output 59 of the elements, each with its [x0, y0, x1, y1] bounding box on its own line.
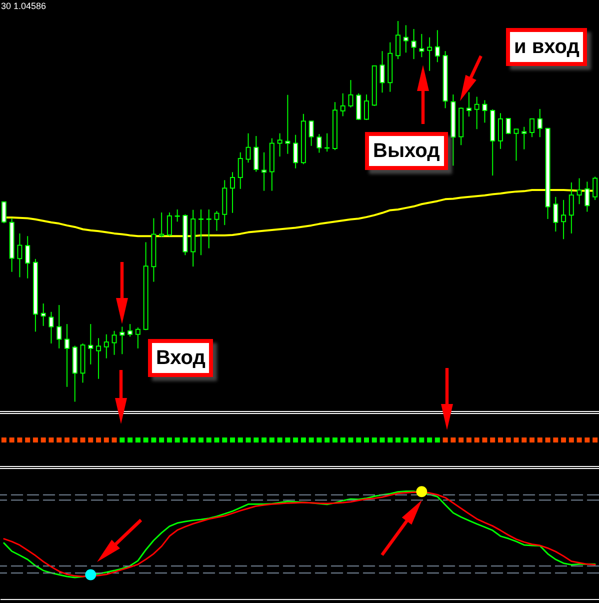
- candlestick: [1, 201, 6, 224]
- candlestick: [285, 94, 290, 154]
- candlestick: [340, 92, 346, 117]
- candlestick: [262, 152, 267, 192]
- candlestick: [434, 30, 440, 63]
- candlestick: [214, 210, 220, 232]
- candlestick: [159, 212, 164, 238]
- candlestick: [254, 135, 259, 172]
- candlestick: [380, 50, 385, 94]
- candlestick: [474, 96, 480, 130]
- candlestick: [537, 108, 542, 138]
- candlestick: [308, 120, 314, 146]
- candlestick: [316, 134, 322, 154]
- candlestick: [166, 212, 172, 237]
- candlestick: [104, 334, 109, 359]
- candlestick: [174, 208, 180, 222]
- candlestick: [568, 182, 574, 234]
- candlestick: [482, 100, 488, 124]
- candlestick: [246, 132, 251, 164]
- candlestick: [411, 28, 416, 60]
- annotation: Вход: [148, 339, 214, 377]
- candlestick: [403, 24, 408, 54]
- candlestick: [25, 236, 30, 279]
- candlestick: [293, 134, 298, 169]
- candlestick: [522, 126, 527, 150]
- candlestick: [88, 324, 94, 365]
- candlestick: [120, 326, 125, 355]
- candlestick: [427, 36, 432, 72]
- candlestick: [356, 92, 362, 120]
- candlestick: [514, 128, 519, 162]
- candlestick: [230, 172, 236, 214]
- candlestick: [17, 232, 22, 278]
- candlestick: [364, 94, 369, 120]
- candlestick: [238, 152, 243, 190]
- annotation: Выход: [365, 132, 448, 170]
- candlestick: [419, 33, 424, 58]
- candlestick: [466, 92, 472, 118]
- candlestick: [506, 118, 511, 135]
- candlestick: [198, 208, 204, 256]
- candlestick: [64, 324, 70, 388]
- candlestick: [96, 338, 102, 380]
- candlestick: [277, 132, 282, 158]
- candlestick: [498, 112, 503, 150]
- candlestick: [40, 302, 46, 326]
- candlestick: [561, 199, 566, 240]
- candlestick: [206, 208, 212, 249]
- candlestick: [576, 178, 582, 205]
- text: 30 1.04586: [1, 1, 46, 12]
- candlestick: [553, 196, 558, 232]
- candlestick: [135, 326, 140, 349]
- candlestick: [48, 311, 54, 344]
- annotation: и вход: [506, 28, 588, 66]
- candlestick: [56, 304, 62, 349]
- candlestick: [128, 324, 133, 338]
- candlestick: [584, 181, 590, 212]
- candlestick: [348, 80, 354, 108]
- candlestick: [530, 118, 535, 138]
- candlestick: [396, 20, 401, 60]
- candlestick: [112, 330, 117, 356]
